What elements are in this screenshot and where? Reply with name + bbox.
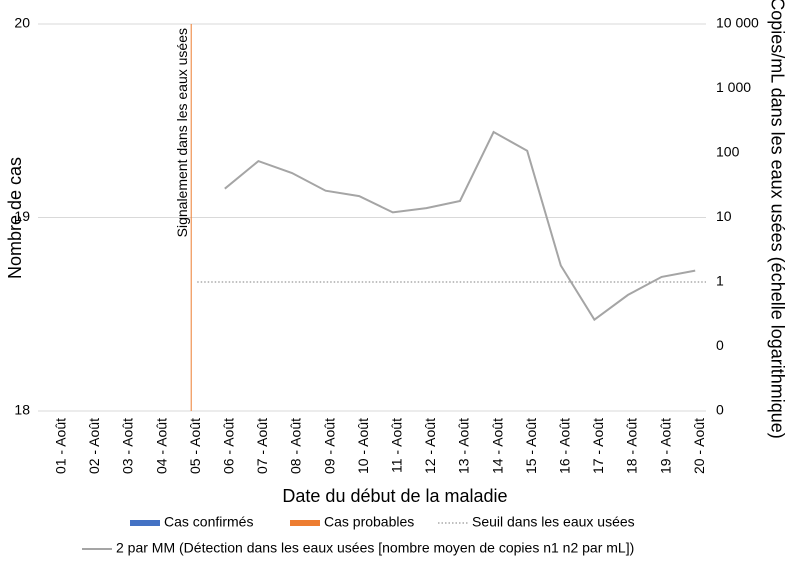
legend-label: Cas confirmés [164,514,253,530]
x-tick-label: 06 - Août [221,418,237,474]
series-line [224,130,696,322]
x-tick-label: 01 - Août [53,418,69,474]
x-tick-label: 03 - Août [120,418,136,474]
annotation-text: Signalement dans les eaux usées [174,28,190,237]
y2-tick-label: 0 [716,337,724,353]
y2-tick-label: 1 [716,273,724,289]
y-axis-title: Nombre de cas [5,157,25,279]
x-tick-label: 14 - Août [489,418,505,474]
legend-swatch [290,520,320,526]
x-tick-label: 13 - Août [456,418,472,474]
x-tick-label: 16 - Août [557,418,573,474]
x-tick-label: 08 - Août [288,418,304,474]
x-tick-label: 07 - Août [254,418,270,474]
y2-tick-label: 1 000 [716,79,751,95]
x-tick-label: 20 - Août [691,418,707,474]
legend-swatch [130,520,160,526]
x-tick-label: 10 - Août [355,418,371,474]
y-tick-label: 18 [14,402,30,418]
x-tick-label: 04 - Août [153,418,169,474]
y-tick-label: 20 [14,15,30,31]
y2-tick-label: 100 [716,144,740,160]
x-tick-label: 12 - Août [422,418,438,474]
y2-tick-label: 10 [716,208,732,224]
y-tick-label: 19 [14,208,30,224]
x-tick-label: 18 - Août [624,418,640,474]
x-tick-label: 19 - Août [657,418,673,474]
x-axis-title: Date du début de la maladie [282,486,507,506]
x-tick-label: 09 - Août [321,418,337,474]
y2-tick-label: 0 [716,402,724,418]
x-tick-label: 17 - Août [590,418,606,474]
legend-label: Seuil dans les eaux usées [472,514,635,530]
y2-tick-label: 10 000 [716,15,759,31]
legend-label: 2 par MM (Détection dans les eaux usées … [116,540,634,556]
x-tick-label: 15 - Août [523,418,539,474]
x-tick-label: 05 - Août [187,418,203,474]
x-tick-label: 11 - Août [389,418,405,473]
y2-axis-title: Copies/mL dans les eaux usées (échelle l… [767,0,787,439]
legend-label: Cas probables [324,514,414,530]
x-tick-label: 02 - Août [86,418,102,474]
